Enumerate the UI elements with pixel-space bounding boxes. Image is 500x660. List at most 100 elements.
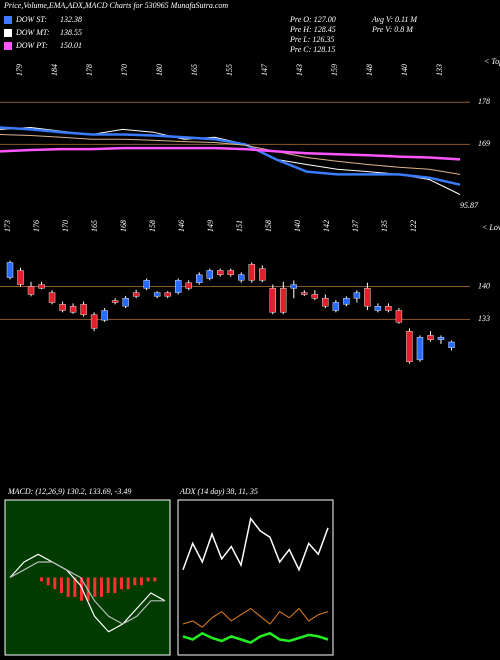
low-value: 122 <box>409 220 418 232</box>
legend-swatch <box>4 42 12 50</box>
low-value: 176 <box>32 220 41 232</box>
candle-body <box>259 268 266 281</box>
ema-line <box>0 134 461 175</box>
macd-bar <box>140 577 143 586</box>
stat: Pre L: 126.35 <box>289 35 334 44</box>
candle-body <box>59 304 66 311</box>
legend-value: 138.55 <box>60 28 82 37</box>
legend-name: DOW PT: <box>15 41 48 50</box>
legend-swatch <box>4 29 12 37</box>
candle-body <box>132 292 140 297</box>
candle-body <box>238 274 245 281</box>
macd-bar <box>100 577 103 597</box>
candle-body <box>217 270 224 275</box>
candle-body <box>196 274 203 283</box>
y-tick-label: 178 <box>478 97 490 106</box>
macd-line <box>9 561 165 625</box>
low-value: 173 <box>3 220 12 232</box>
candle-body <box>17 270 24 285</box>
stat: Pre C: 128.15 <box>289 45 335 54</box>
candle-body <box>206 270 213 279</box>
low-value: 135 <box>380 220 389 232</box>
low-value: 142 <box>322 220 331 232</box>
ema-line <box>0 146 461 161</box>
candle-body <box>322 298 329 307</box>
low-value: 140 <box>293 220 302 232</box>
top-value: 165 <box>190 64 199 76</box>
candle-body <box>38 284 45 289</box>
candle-body <box>437 337 445 340</box>
macd-bar <box>60 577 63 593</box>
macd-bar <box>113 577 117 593</box>
adx-line <box>182 516 329 572</box>
low-value: 170 <box>61 220 70 232</box>
adx-panel <box>177 499 334 656</box>
last-label: 95.87 <box>460 201 479 210</box>
candle-body <box>448 341 455 348</box>
candle-body <box>185 282 192 289</box>
adx-line <box>182 631 329 644</box>
macd-line <box>9 553 166 633</box>
legend-name: DOW MT: <box>15 28 50 37</box>
y-tick-label: 169 <box>478 139 490 148</box>
candle-body <box>143 280 150 289</box>
candle-body <box>290 284 298 289</box>
top-value: 184 <box>50 64 59 76</box>
stat: Avg V: 0.11 M <box>371 15 418 24</box>
low-value: 149 <box>206 220 215 232</box>
candle-body <box>311 294 319 299</box>
candle-body <box>111 300 119 303</box>
stat: Pre H: 128.45 <box>289 25 336 34</box>
top-value: 170 <box>120 64 129 76</box>
low-value: 158 <box>264 220 273 232</box>
stat: Pre O: 127.00 <box>289 15 336 24</box>
legend-value: 150.01 <box>60 41 82 50</box>
candle-body <box>332 302 340 311</box>
low-value: 165 <box>90 220 99 232</box>
candle-body <box>80 304 87 315</box>
candle-body <box>353 292 361 299</box>
candle-body <box>248 264 255 281</box>
macd-bar <box>106 577 110 593</box>
macd-label: MACD: (12,26,9) 130.2, 133.69, -3.49 <box>7 487 131 496</box>
candle-body <box>164 292 171 297</box>
top-value: 143 <box>295 64 304 76</box>
candle-body <box>153 292 161 297</box>
macd-bar <box>133 577 137 586</box>
legend-swatch <box>4 16 12 24</box>
candle-body <box>395 310 403 323</box>
top-value: 179 <box>15 64 24 76</box>
candle-body <box>174 280 182 293</box>
stat: Pre V: 0.8 M <box>371 25 414 34</box>
macd-bar <box>153 577 157 582</box>
macd-bar <box>66 577 70 597</box>
top-value: 155 <box>225 64 234 76</box>
top-value: 159 <box>330 64 339 76</box>
candle-body <box>269 288 276 313</box>
candle-body <box>416 337 424 361</box>
candle-body <box>227 270 234 275</box>
adx-label: ADX (14 day) 38, 11, 35 <box>179 487 258 496</box>
y-tick-label: 133 <box>478 314 490 323</box>
low-value: 168 <box>119 220 128 232</box>
macd-bar <box>146 577 150 582</box>
top-value: 148 <box>365 64 374 76</box>
candle-body <box>48 292 56 303</box>
top-value: 147 <box>260 63 269 76</box>
candle-body <box>101 310 108 321</box>
candle-body <box>6 262 14 278</box>
lows-label: < Lows <box>482 223 500 232</box>
candle-body <box>69 306 77 313</box>
top-value: 133 <box>435 64 444 76</box>
legend-name: DOW ST: <box>15 15 47 24</box>
candle-body <box>90 314 98 329</box>
candle-body <box>280 288 287 313</box>
macd-bar <box>40 577 43 582</box>
low-value: 137 <box>351 219 360 232</box>
candle-body <box>406 330 413 362</box>
low-value: 151 <box>235 220 244 232</box>
macd-bar <box>93 577 97 597</box>
macd-bar <box>53 577 57 590</box>
candle-body <box>364 288 371 307</box>
